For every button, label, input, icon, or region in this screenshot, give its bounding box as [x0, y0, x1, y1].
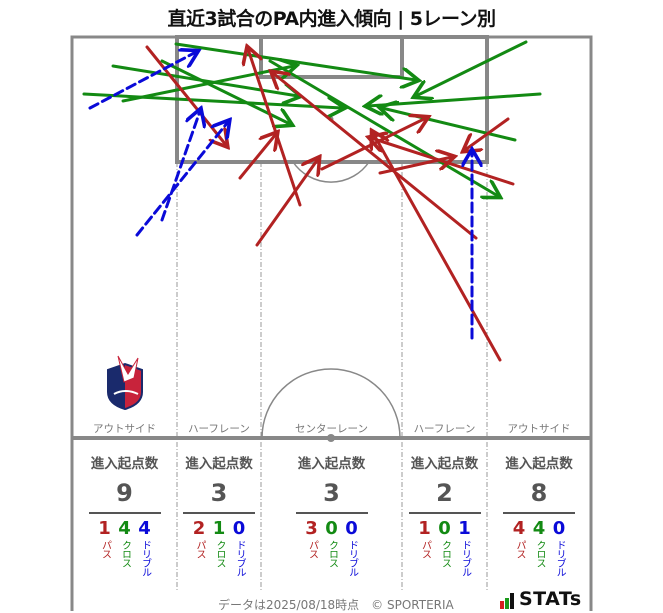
lane-label-left-halfspace: ハーフレーン	[188, 423, 250, 435]
stat-header: 進入起点数	[505, 456, 573, 472]
stat-header: 進入起点数	[90, 456, 159, 472]
stat-header: 進入起点数	[185, 456, 253, 472]
dribble-label: ドリブル	[346, 539, 358, 576]
dribble-count: 4	[138, 517, 151, 539]
lane-label-center: センターレーン	[295, 423, 368, 435]
cross-count: 4	[532, 517, 546, 539]
lane-stats-right-outside: 進入起点数 8 4 パス 4 クロス 0 ドリブル	[487, 452, 591, 576]
lane-label-left-outside: アウトサイド	[93, 423, 156, 435]
pass-count: 1	[418, 517, 431, 539]
dribble-arrow	[160, 111, 200, 222]
dribble-label: ドリブル	[554, 539, 565, 576]
cross-arrow	[82, 92, 342, 108]
divider	[88, 512, 161, 514]
cross-count: 0	[325, 517, 338, 539]
center-spot	[327, 434, 335, 442]
cross-label: クロス	[326, 539, 338, 567]
cross-label: クロス	[119, 539, 131, 567]
club-crest-icon	[107, 355, 143, 410]
dribble-arrow	[135, 122, 228, 237]
pass-arrow	[145, 45, 226, 145]
dribble-count: 1	[458, 517, 471, 539]
cross-label: クロス	[439, 539, 451, 567]
cross-count: 0	[438, 517, 451, 539]
lane-stats-center: 進入起点数 3 3 パス 0 クロス 0 ドリブル	[261, 452, 402, 576]
chart-title: 直近3試合のPA内進入傾向 | 5レーン別	[167, 8, 496, 30]
center-circle	[261, 368, 401, 439]
cross-count: 4	[118, 517, 131, 539]
stat-total: 3	[210, 479, 228, 507]
dribble-arrow	[88, 52, 196, 110]
cross-label: クロス	[534, 539, 545, 567]
lane-stats-left-outside: 進入起点数 9 1 パス 4 クロス 4 ドリブル	[72, 452, 177, 576]
lane-stats-left-halfspace: 進入起点数 3 2 パス 1 クロス 0 ドリブル	[177, 452, 261, 576]
pass-count: 1	[98, 517, 111, 539]
dribble-label: ドリブル	[459, 539, 471, 576]
stat-total: 9	[116, 479, 133, 507]
lane-label-right-halfspace: ハーフレーン	[413, 423, 476, 435]
stat-total: 3	[323, 479, 340, 507]
stats-bars-icon	[500, 593, 514, 609]
cross-label: クロス	[214, 539, 225, 567]
dribble-label: ドリブル	[139, 539, 151, 576]
pass-label: パス	[99, 539, 111, 558]
pass-arrow	[273, 73, 478, 240]
pass-count: 4	[512, 517, 526, 539]
dribble-count: 0	[552, 517, 566, 539]
lane-stats-right-halfspace: 進入起点数 2 1 パス 0 クロス 1 ドリブル	[402, 452, 487, 576]
cross-arrow	[174, 42, 416, 80]
divider	[295, 512, 368, 514]
stat-total: 2	[436, 479, 453, 507]
pass-arrow	[238, 134, 276, 180]
dribble-count: 0	[232, 517, 246, 539]
pass-label: パス	[419, 539, 431, 558]
pass-label: パス	[306, 539, 318, 558]
stats-logo: STATs	[500, 590, 582, 609]
divider	[503, 512, 575, 514]
lane-dividers	[176, 162, 488, 592]
pass-arrow	[465, 117, 510, 150]
penalty-arc	[292, 161, 370, 183]
dribble-label: ドリブル	[234, 539, 245, 576]
pass-count: 3	[305, 517, 318, 539]
divider	[408, 512, 481, 514]
stat-header: 進入起点数	[297, 456, 366, 472]
data-footer: データは2025/08/18時点 © SPORTERIA	[218, 598, 454, 612]
cross-arrow	[368, 92, 542, 106]
lane-label-right-outside: アウトサイド	[507, 423, 571, 435]
pass-arrow	[373, 133, 502, 362]
cross-arrow	[382, 108, 517, 142]
dribble-count: 0	[345, 517, 358, 539]
cross-arrow	[416, 40, 528, 96]
pass-arrow	[248, 49, 302, 207]
entry-arrows	[82, 40, 542, 362]
goal-area	[259, 35, 404, 79]
divider	[183, 512, 255, 514]
brand-name: STATs	[519, 588, 582, 610]
stat-total: 8	[530, 479, 548, 507]
pass-arrow	[255, 159, 318, 247]
pass-label: パス	[514, 539, 525, 558]
pass-arrow	[378, 157, 452, 175]
pass-label: パス	[194, 539, 205, 558]
stat-header: 進入起点数	[410, 456, 479, 472]
pass-count: 2	[192, 517, 206, 539]
cross-count: 1	[212, 517, 226, 539]
